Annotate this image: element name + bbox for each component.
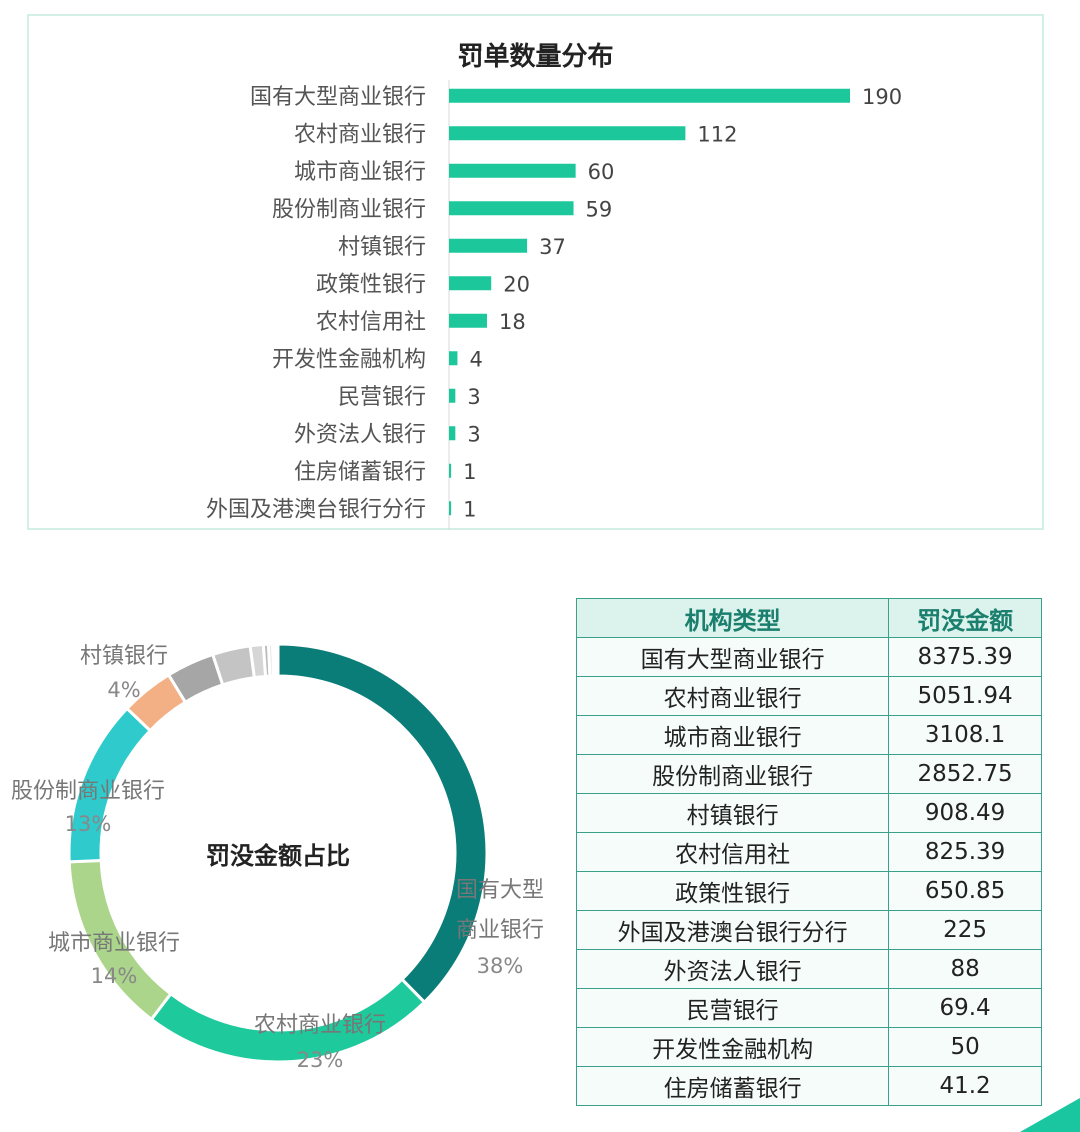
bar bbox=[449, 126, 686, 141]
table-cell-amount: 69.4 bbox=[888, 988, 1042, 1028]
table-row: 住房储蓄银行 41.2 bbox=[575, 1066, 1042, 1106]
table-cell-type: 政策性银行 bbox=[575, 871, 890, 911]
bar-category-label: 村镇银行 bbox=[338, 235, 426, 260]
table-row: 城市商业银行 3108.1 bbox=[575, 715, 1042, 755]
amount-table: 机构类型 罚没金额 国有大型商业银行 8375.39 农村商业银行 5051.94 城市… bbox=[575, 598, 1042, 1106]
table-cell-type: 农村信用社 bbox=[575, 832, 890, 872]
table-cell-amount: 225 bbox=[888, 910, 1042, 950]
bar bbox=[449, 276, 492, 291]
bar-category-label: 股份制商业银行 bbox=[272, 197, 426, 222]
bar-value-label: 112 bbox=[697, 122, 737, 146]
bar-value-label: 18 bbox=[499, 310, 526, 334]
donut-chart-title: 罚没金额占比 bbox=[206, 842, 350, 870]
table-cell-amount: 88 bbox=[888, 949, 1042, 989]
column-header-amount: 罚没金额 bbox=[888, 598, 1042, 638]
donut-slice-percent: 14% bbox=[91, 964, 138, 988]
table-row: 政策性银行 650.85 bbox=[575, 871, 1042, 911]
table-cell-amount: 908.49 bbox=[888, 793, 1042, 833]
donut-slice-label: 国有大型 bbox=[456, 878, 544, 903]
table-cell-type: 开发性金融机构 bbox=[575, 1027, 890, 1067]
table-cell-type: 住房储蓄银行 bbox=[575, 1066, 890, 1106]
bar-category-label: 开发性金融机构 bbox=[272, 347, 426, 372]
bar-chart: 国有大型商业银行 190 农村商业银行 112 城市商业银行 60 股份制商业银行 59 村镇银… bbox=[206, 80, 902, 530]
bar bbox=[449, 388, 456, 403]
bar bbox=[449, 88, 850, 103]
amount-table-container: 机构类型 罚没金额 国有大型商业银行 8375.39 农村商业银行 5051.94 城市… bbox=[575, 598, 1042, 1106]
table-row: 民营银行 69.4 bbox=[575, 988, 1042, 1028]
bar-value-label: 1 bbox=[463, 497, 476, 521]
bar-category-label: 民营银行 bbox=[338, 385, 426, 410]
donut-slice bbox=[276, 642, 489, 1005]
bar bbox=[449, 463, 452, 478]
table-row: 农村商业银行 5051.94 bbox=[575, 676, 1042, 716]
bar-category-label: 农村信用社 bbox=[316, 310, 426, 335]
bar-category-label: 国有大型商业银行 bbox=[250, 85, 426, 110]
table-cell-amount: 8375.39 bbox=[888, 637, 1042, 677]
bar-value-label: 37 bbox=[539, 235, 566, 259]
bar bbox=[449, 501, 452, 516]
donut-slice bbox=[274, 642, 280, 678]
bar-value-label: 60 bbox=[588, 160, 615, 184]
table-cell-amount: 2852.75 bbox=[888, 754, 1042, 794]
bar-value-label: 1 bbox=[463, 460, 476, 484]
donut-slice-percent: 13% bbox=[65, 812, 112, 836]
table-row: 股份制商业银行 2852.75 bbox=[575, 754, 1042, 794]
table-cell-amount: 825.39 bbox=[888, 832, 1042, 872]
bar bbox=[449, 201, 574, 216]
table-cell-type: 股份制商业银行 bbox=[575, 754, 890, 794]
table-cell-amount: 5051.94 bbox=[888, 676, 1042, 716]
table-row: 国有大型商业银行 8375.39 bbox=[575, 637, 1042, 677]
bar bbox=[449, 351, 458, 366]
bar-category-label: 外国及港澳台银行分行 bbox=[206, 497, 426, 522]
bar bbox=[449, 163, 576, 178]
table-cell-type: 外资法人银行 bbox=[575, 949, 890, 989]
column-header-type: 机构类型 bbox=[575, 598, 890, 638]
bar-value-label: 20 bbox=[503, 272, 530, 296]
table-row: 农村信用社 825.39 bbox=[575, 832, 1042, 872]
bar-value-label: 59 bbox=[586, 197, 613, 221]
bar-value-label: 3 bbox=[467, 385, 480, 409]
donut-slice-percent: 38% bbox=[477, 954, 524, 978]
donut-slice-label: 城市商业银行 bbox=[48, 931, 180, 956]
donut-slice-percent: 23% bbox=[297, 1048, 344, 1072]
bar-category-label: 外资法人银行 bbox=[294, 422, 426, 447]
donut-slice-label: 股份制商业银行 bbox=[11, 779, 165, 804]
donut-chart: 国有大型商业银行 38% 农村商业银行 23% 城市商业银行 14% 股份制商业银行 13% 村… bbox=[11, 642, 544, 1072]
bar-category-label: 城市商业银行 bbox=[294, 160, 426, 185]
donut-slice-label: 农村商业银行 bbox=[254, 1013, 386, 1038]
bar bbox=[449, 426, 456, 441]
bar-chart-title: 罚单数量分布 bbox=[457, 42, 614, 72]
table-row: 村镇银行 908.49 bbox=[575, 793, 1042, 833]
bar bbox=[449, 238, 528, 253]
bar-value-label: 190 bbox=[862, 85, 902, 109]
donut-slice-label: 商业银行 bbox=[456, 918, 544, 943]
bar-category-label: 农村商业银行 bbox=[294, 122, 426, 147]
table-cell-amount: 650.85 bbox=[888, 871, 1042, 911]
corner-decoration bbox=[1020, 1098, 1080, 1132]
table-cell-type: 农村商业银行 bbox=[575, 676, 890, 716]
table-cell-type: 民营银行 bbox=[575, 988, 890, 1028]
table-row: 外国及港澳台银行分行 225 bbox=[575, 910, 1042, 950]
bar-category-label: 政策性银行 bbox=[316, 272, 426, 297]
table-cell-type: 城市商业银行 bbox=[575, 715, 890, 755]
bar-category-label: 住房储蓄银行 bbox=[294, 460, 426, 485]
table-cell-amount: 3108.1 bbox=[888, 715, 1042, 755]
table-row: 开发性金融机构 50 bbox=[575, 1027, 1042, 1067]
table-cell-amount: 50 bbox=[888, 1027, 1042, 1067]
table-cell-type: 国有大型商业银行 bbox=[575, 637, 890, 677]
bar-value-label: 4 bbox=[469, 347, 482, 371]
table-cell-type: 外国及港澳台银行分行 bbox=[575, 910, 890, 950]
table-cell-type: 村镇银行 bbox=[575, 793, 890, 833]
donut-slice-label: 村镇银行 bbox=[80, 644, 168, 669]
table-row: 外资法人银行 88 bbox=[575, 949, 1042, 989]
table-header-row: 机构类型 罚没金额 bbox=[575, 598, 1042, 638]
bar bbox=[449, 313, 487, 328]
table-body: 国有大型商业银行 8375.39 农村商业银行 5051.94 城市商业银行 3108.1… bbox=[575, 637, 1042, 1106]
bar-value-label: 3 bbox=[467, 422, 480, 446]
donut-slice-percent: 4% bbox=[107, 678, 140, 702]
table-cell-amount: 41.2 bbox=[888, 1066, 1042, 1106]
